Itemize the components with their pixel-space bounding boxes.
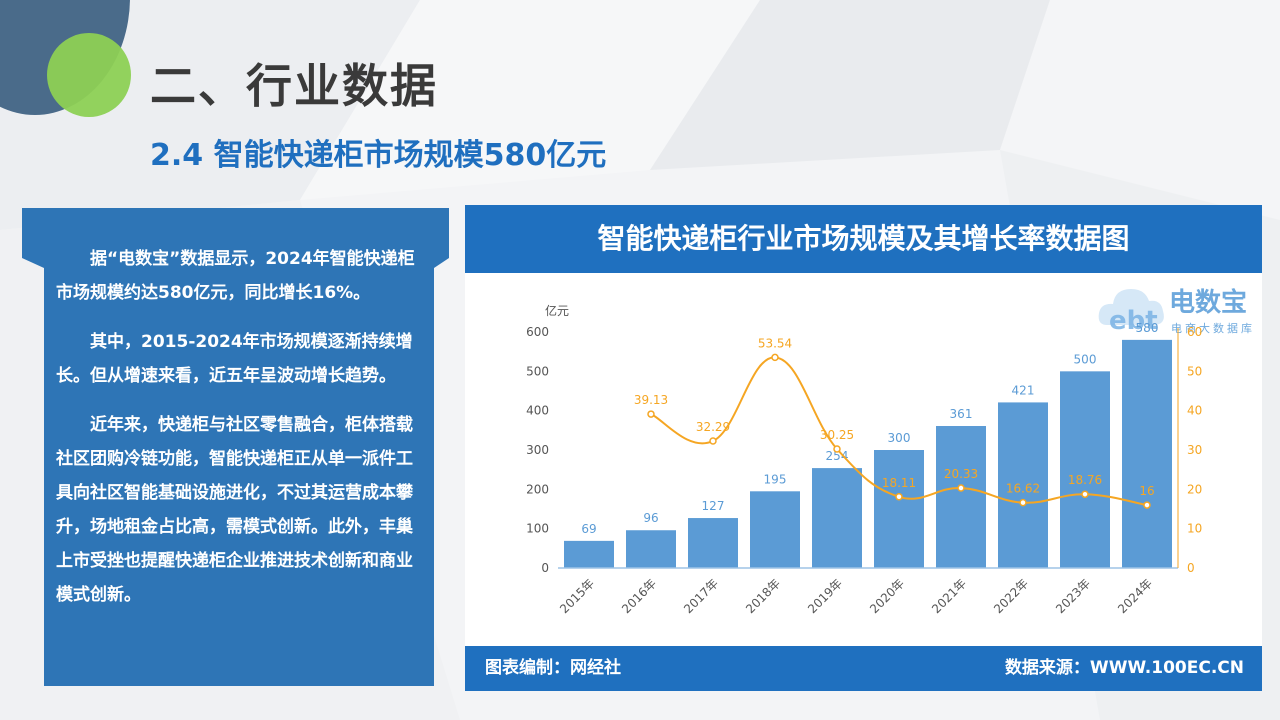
- text-panel: 据“电数宝”数据显示，2024年智能快递柜市场规模约达580亿元，同比增长16%…: [22, 208, 449, 686]
- bar-value-label: 69: [581, 522, 596, 536]
- growth-rate-label: 39.13: [634, 393, 668, 407]
- growth-rate-point: [1143, 501, 1151, 509]
- logo-tagline: 电商大数据库: [1171, 321, 1255, 335]
- logo-mark: ebt: [1109, 306, 1158, 336]
- page-title: 二、行业数据: [150, 59, 438, 113]
- bar: [1122, 339, 1172, 568]
- chart-title: 智能快递柜行业市场规模及其增长率数据图: [597, 222, 1130, 255]
- growth-rate-label: 18.76: [1068, 473, 1102, 487]
- growth-rate-point: [647, 410, 655, 418]
- bar-value-label: 127: [702, 499, 725, 513]
- growth-rate-label: 18.11: [882, 476, 916, 490]
- y2-tick-label: 60: [1187, 325, 1202, 339]
- bar-value-label: 580: [1136, 321, 1159, 335]
- y-tick-label: 0: [541, 561, 549, 575]
- chart-footer: 图表编制：网经社 数据来源：WWW.100EC.CN: [465, 646, 1262, 691]
- bar-value-label: 421: [1012, 383, 1035, 397]
- bar: [874, 450, 924, 568]
- x-tick-label: 2022年: [991, 576, 1031, 616]
- x-tick-label: 2018年: [743, 576, 783, 616]
- y-tick-label: 300: [526, 443, 549, 457]
- bar-value-label: 96: [643, 511, 658, 525]
- growth-rate-label: 20.33: [944, 467, 978, 481]
- y-tick-label: 400: [526, 404, 549, 418]
- text-panel-body: 据“电数宝”数据显示，2024年智能快递柜市场规模约达580亿元，同比增长16%…: [56, 242, 416, 627]
- x-tick-label: 2021年: [929, 576, 969, 616]
- x-tick-label: 2024年: [1115, 576, 1155, 616]
- y2-tick-label: 0: [1187, 561, 1195, 575]
- growth-rate-label: 16: [1139, 484, 1154, 498]
- x-tick-label: 2016年: [619, 576, 659, 616]
- bar: [936, 426, 986, 568]
- growth-rate-point: [895, 493, 903, 501]
- growth-rate-point: [1081, 490, 1089, 498]
- growth-rate-label: 32.29: [696, 420, 730, 434]
- growth-rate-point: [833, 445, 841, 453]
- paragraph-1: 据“电数宝”数据显示，2024年智能快递柜市场规模约达580亿元，同比增长16%…: [56, 249, 415, 303]
- logo-name: 电数宝: [1169, 287, 1247, 318]
- x-tick-label: 2023年: [1053, 576, 1093, 616]
- y2-tick-label: 20: [1187, 482, 1202, 496]
- paragraph-2: 其中，2015-2024年市场规模逐渐持续增长。但从增速来看，近五年呈波动增长趋…: [56, 332, 413, 386]
- bar: [812, 468, 862, 568]
- bar: [1060, 371, 1110, 568]
- bar: [688, 518, 738, 568]
- x-tick-label: 2020年: [867, 576, 907, 616]
- growth-rate-label: 53.54: [758, 336, 792, 350]
- growth-rate-point: [1019, 498, 1027, 507]
- bar: [564, 540, 614, 568]
- x-tick-label: 2019年: [805, 576, 845, 616]
- y-tick-label: 100: [526, 522, 549, 536]
- growth-rate-line: [650, 356, 1148, 507]
- bar-value-label: 300: [888, 431, 911, 445]
- decor-green-circle: [47, 33, 131, 117]
- x-tick-label: 2015年: [557, 576, 597, 616]
- compiler-label: 图表编制：网经社: [485, 658, 621, 678]
- chart-header: 智能快递柜行业市场规模及其增长率数据图: [465, 205, 1262, 273]
- bar-value-label: 195: [764, 472, 787, 486]
- y-tick-label: 500: [526, 364, 549, 378]
- bar: [998, 402, 1048, 568]
- bar-value-label: 361: [950, 407, 973, 421]
- bar-value-label: 500: [1074, 352, 1097, 366]
- y2-tick-label: 50: [1187, 364, 1202, 378]
- bar: [626, 530, 676, 568]
- growth-rate-point: [709, 437, 717, 445]
- growth-rate-label: 30.25: [820, 428, 854, 442]
- bar: [750, 491, 800, 568]
- text-panel-background: [22, 208, 449, 686]
- y-tick-label: 200: [526, 482, 549, 496]
- y-axis-label: 亿元: [545, 303, 569, 318]
- page-subtitle: 2.4 智能快递柜市场规模580亿元: [150, 138, 607, 173]
- y2-tick-label: 10: [1187, 522, 1202, 536]
- dianshubao-logo: ebt 电数宝 电商大数据库: [1098, 287, 1255, 336]
- paragraph-3: 近年来，快递柜与社区零售融合，柜体搭载社区团购冷链功能，智能快递柜正从单一派件工…: [56, 415, 413, 605]
- chart-card: 智能快递柜行业市场规模及其增长率数据图 ebt 电数宝 电商大数据库 亿元 0 10…: [465, 205, 1262, 691]
- growth-rate-label: 16.62: [1006, 482, 1040, 496]
- y-tick-label: 600: [526, 325, 549, 339]
- bar-value-label: 254: [826, 449, 849, 463]
- x-tick-label: 2017年: [681, 576, 721, 616]
- growth-rate-point: [771, 353, 779, 362]
- chart-plot: 亿元 0 100 200 300 400 500 600 0 10 20 30 40 50 60 69 96 12…: [526, 303, 1202, 616]
- y2-tick-label: 40: [1187, 404, 1202, 418]
- source-label: 数据来源：WWW.100EC.CN: [1004, 658, 1244, 678]
- y2-tick-label: 30: [1187, 443, 1202, 457]
- growth-rate-point: [957, 484, 965, 492]
